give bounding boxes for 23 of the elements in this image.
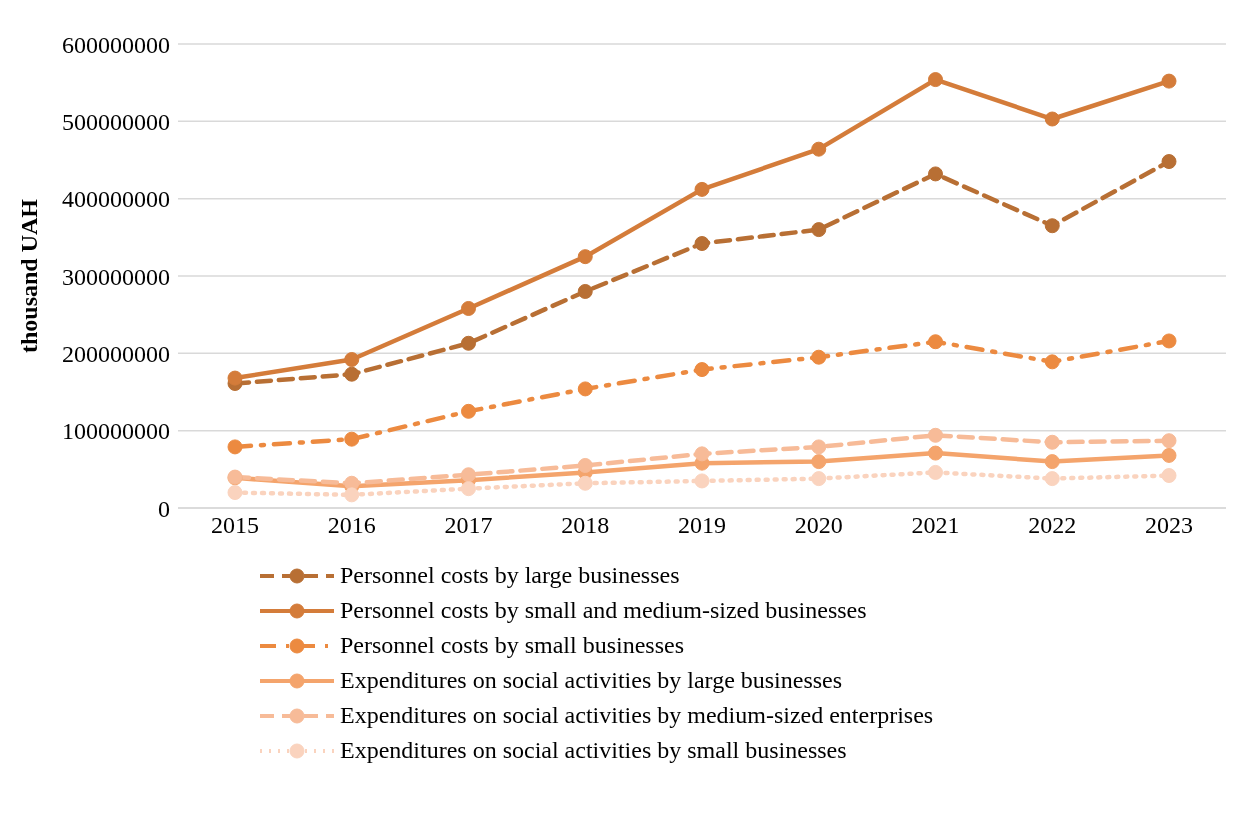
legend-label: Personnel costs by small and medium-sized businesses — [340, 596, 867, 625]
legend-label: Expenditures on social activities by small businesses — [340, 736, 847, 765]
y-tick-label: 100000000 — [62, 418, 170, 445]
legend-label: Expenditures on social activities by large businesses — [340, 666, 843, 695]
y-tick-label: 200000000 — [62, 340, 170, 367]
y-tick-label: 300000000 — [62, 263, 170, 290]
x-tick-label: 2019 — [678, 512, 726, 539]
x-tick-label: 2023 — [1145, 512, 1193, 539]
y-axis-title: thousand UAH — [15, 198, 42, 354]
x-tick-label: 2016 — [327, 512, 376, 539]
x-tick-label: 2015 — [211, 512, 259, 539]
legend-label: Personnel costs by large businesses — [340, 561, 680, 590]
x-tick-label: 2020 — [794, 512, 843, 539]
legend-label: Personnel costs by small businesses — [340, 631, 684, 660]
y-tick-label: 0 — [158, 495, 170, 522]
x-tick-label: 2022 — [1028, 512, 1077, 539]
y-tick-label: 600000000 — [62, 31, 170, 58]
legend-label: Expenditures on social activities by medium-sized enterprises — [340, 701, 934, 730]
y-tick-label: 400000000 — [62, 186, 170, 213]
x-tick-label: 2021 — [911, 512, 960, 539]
y-tick-label: 500000000 — [62, 108, 170, 135]
x-tick-label: 2018 — [561, 512, 610, 539]
x-tick-label: 2017 — [444, 512, 493, 539]
